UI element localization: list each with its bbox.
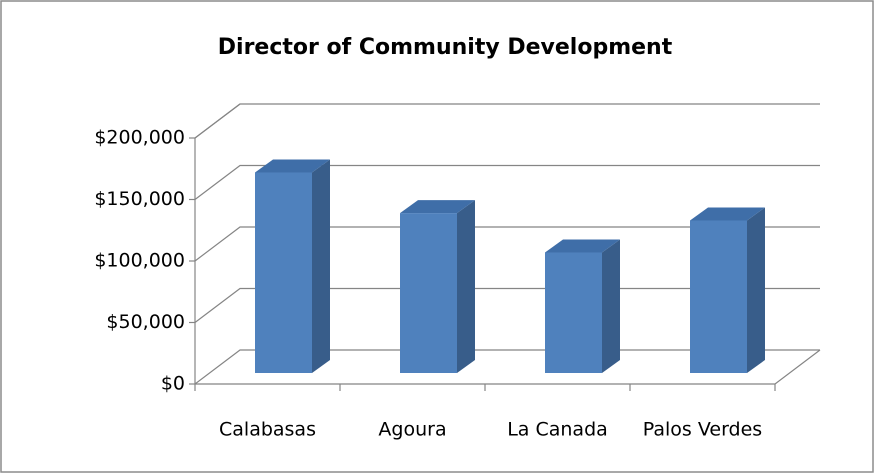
grid-line	[194, 287, 820, 323]
y-tick-label: $200,000	[94, 127, 185, 149]
x-tick-label: La Canada	[507, 419, 608, 441]
bar-top	[400, 200, 475, 214]
bar-side	[312, 159, 330, 373]
grid-line	[194, 164, 820, 200]
bar-side	[457, 200, 475, 373]
bar	[400, 213, 457, 373]
bar-top	[255, 159, 330, 173]
y-tick-label: $0	[161, 373, 185, 395]
bar	[545, 252, 602, 373]
bar-side	[602, 239, 620, 373]
bar-top	[690, 207, 765, 221]
grid-line	[194, 103, 820, 139]
grid-line	[194, 226, 820, 262]
grid-line	[194, 349, 820, 385]
x-tick-label: Calabasas	[219, 419, 316, 441]
y-tick-label: $150,000	[94, 188, 185, 210]
x-tick-label: Agoura	[378, 419, 446, 441]
bar	[690, 220, 747, 373]
x-tick-label: Palos Verdes	[643, 419, 762, 441]
y-tick-label: $50,000	[106, 311, 185, 333]
bar-side	[747, 207, 765, 373]
bar-top	[545, 239, 620, 253]
chart-title: Director of Community Development	[218, 35, 673, 60]
bar	[255, 172, 312, 373]
y-tick-label: $100,000	[94, 250, 185, 272]
